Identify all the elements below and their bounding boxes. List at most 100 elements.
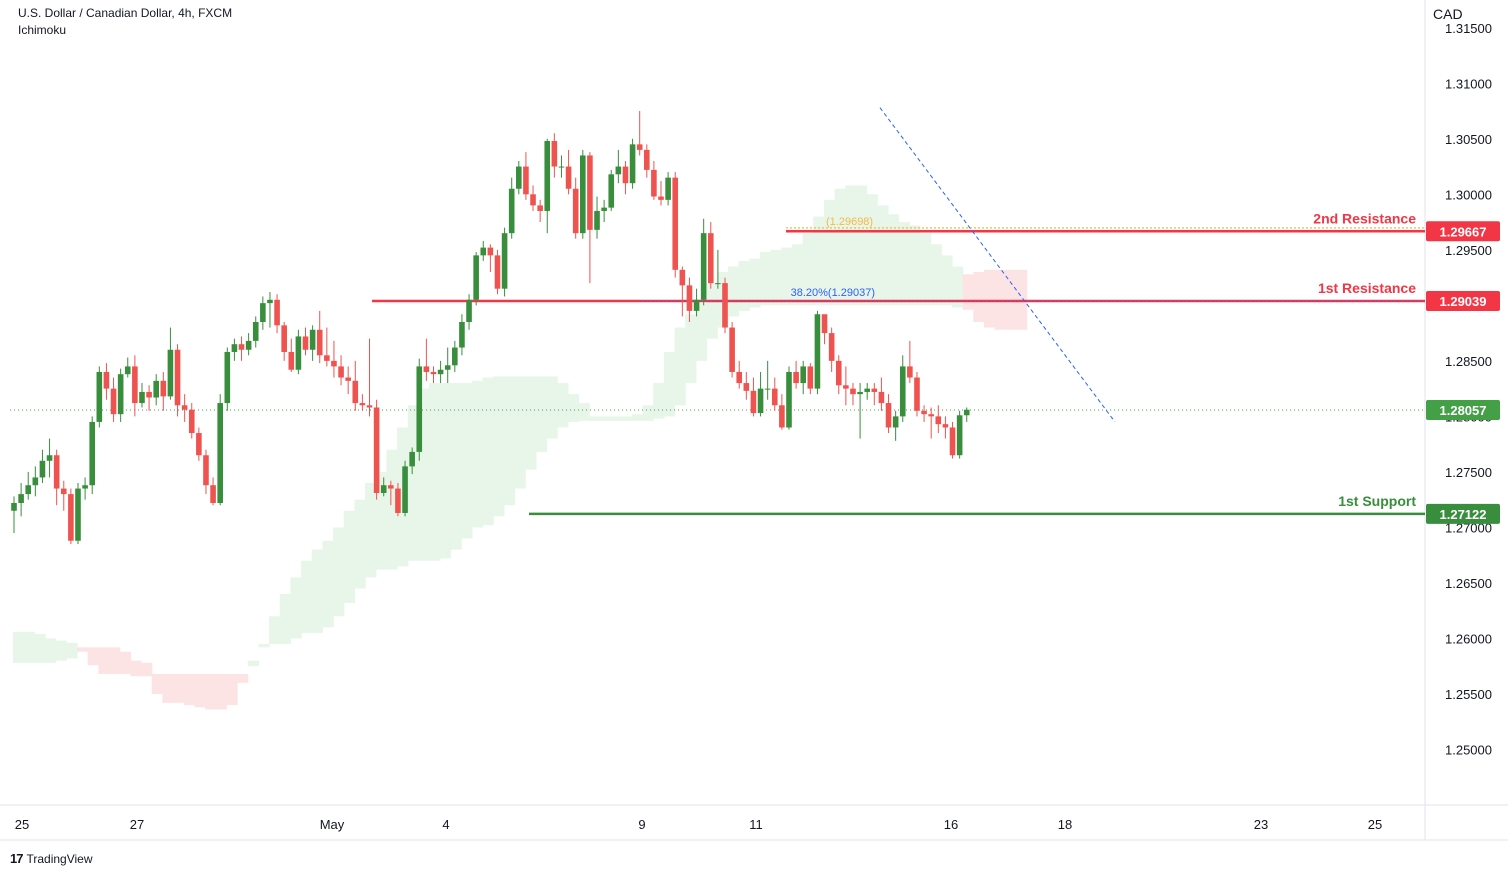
candle-body [345, 377, 351, 381]
x-tick-label: 16 [944, 817, 958, 832]
cloud-segment [770, 249, 782, 306]
cloud-segment [514, 376, 526, 489]
cloud-segment [290, 577, 302, 639]
candle-body [388, 485, 394, 489]
candle-body [430, 371, 437, 375]
candle-body [196, 433, 202, 456]
candle-body [494, 255, 501, 289]
cloud-segment [557, 383, 569, 428]
cloud-segment [461, 383, 473, 539]
x-tick-label: 25 [15, 817, 29, 832]
candle-body [793, 371, 799, 384]
grid [0, 0, 1508, 841]
y-tick-label: 1.26000 [1445, 631, 1492, 646]
level-label: 1st Resistance [1318, 280, 1416, 296]
cloud-segment [173, 673, 185, 703]
cloud-segment [855, 185, 868, 306]
candle-body [686, 285, 693, 311]
cloud-segment [98, 647, 110, 674]
candle-body [892, 416, 899, 428]
cloud-segment [439, 383, 452, 559]
candle-body [828, 333, 835, 361]
candle-body [615, 166, 622, 175]
x-tick-label: 11 [749, 817, 763, 832]
cloud-segment [194, 673, 206, 708]
x-tick-label: 4 [442, 817, 449, 832]
candle-body [722, 283, 728, 328]
cloud-segment [962, 274, 974, 310]
indicator-label: Ichimoku [18, 23, 67, 37]
cloud-segment [77, 647, 89, 652]
cloud-segment [866, 194, 878, 306]
candle-body [224, 351, 231, 404]
candle-body [707, 233, 714, 284]
cloud-segment [941, 255, 953, 306]
cloud-segment [418, 388, 430, 561]
candle-body [288, 351, 295, 370]
candle-body [757, 388, 764, 414]
cloud-segment [813, 216, 825, 306]
candle-body [651, 169, 657, 197]
cloud-segment [674, 327, 686, 406]
cloud-segment [930, 244, 942, 306]
cloud-segment [269, 616, 281, 644]
price-badges: 1.29667 1.29039 1.27122 1.28057 [1426, 221, 1500, 524]
candle-body [352, 380, 359, 404]
candle-body [267, 299, 273, 304]
cloud-segment [983, 269, 996, 328]
candles [11, 111, 970, 545]
candle-body [921, 410, 927, 415]
candle-body [444, 365, 451, 370]
cloud-segment [621, 416, 633, 421]
candle-body [32, 477, 39, 486]
candle-body [160, 380, 167, 397]
candle-body [907, 366, 913, 378]
cloud-segment [546, 376, 558, 439]
candle-body [153, 380, 159, 398]
cloud-segment [23, 631, 35, 663]
cloud-segment [279, 594, 292, 644]
cloud-segment [151, 673, 163, 694]
cloud-segment [791, 244, 804, 306]
candle-body [551, 141, 558, 167]
candle-body [715, 283, 721, 285]
candle-body [643, 149, 650, 170]
candle-body [331, 360, 337, 367]
candle-body [18, 494, 24, 503]
cloud-segment [87, 647, 99, 666]
candle-body [800, 366, 807, 384]
cloud-segment [301, 560, 313, 633]
candle-body [359, 403, 366, 406]
candle-body [636, 144, 643, 150]
candle-body [373, 407, 380, 493]
currency-label: CAD [1433, 6, 1463, 22]
candle-body [693, 299, 700, 311]
candle-body [764, 388, 771, 390]
cloud-segment [653, 383, 665, 419]
cloud-segment [727, 266, 740, 317]
candle-body [878, 391, 885, 404]
price-badge-label: 1.27122 [1440, 507, 1487, 522]
price-axis[interactable]: 1.25000 1.25500 1.26000 1.26500 1.27000 1.275… [1445, 21, 1492, 758]
cloud-segment [13, 631, 25, 663]
candle-body [324, 355, 330, 361]
candle-body [82, 485, 88, 489]
cloud-segment [354, 499, 366, 589]
cloud-segment [55, 640, 67, 661]
cloud-segment [258, 644, 270, 648]
candle-body [608, 174, 615, 208]
fib-label-lower: 38.20%(1.29037) [791, 287, 875, 299]
candle-body [203, 455, 209, 486]
candle-body [39, 460, 46, 478]
candle-body [260, 303, 266, 322]
candle-body [864, 388, 870, 392]
candle-body [956, 415, 963, 456]
cloud-segment [834, 188, 846, 306]
time-axis[interactable]: 25 27 May 4 9 11 16 18 23 25 [15, 817, 1382, 832]
branding[interactable]: 17 TradingView [10, 851, 93, 866]
candle-body [700, 233, 707, 300]
candle-body [245, 340, 252, 350]
candle-body [516, 166, 522, 189]
cloud-segment [141, 662, 153, 677]
